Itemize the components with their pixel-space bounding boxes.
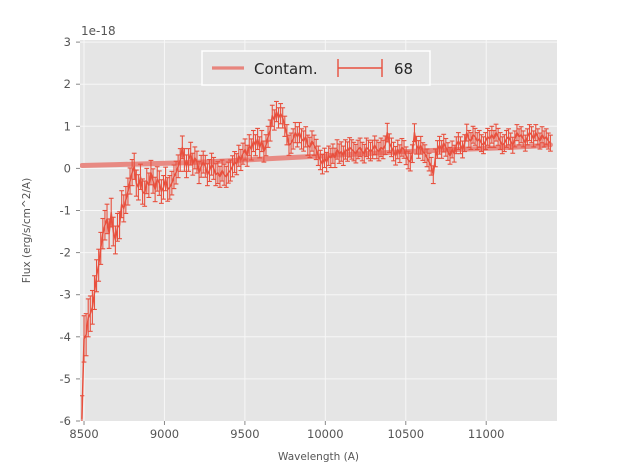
- flux-line: [81, 110, 551, 419]
- x-axis-label: Wavelength (A): [278, 451, 359, 463]
- x-tick-label: 8500: [69, 427, 98, 441]
- y-axis-label: Flux (erg/s/cm^2/A): [21, 178, 33, 283]
- y-tick-label: 0: [64, 161, 71, 175]
- legend-label-68: 68: [394, 60, 413, 78]
- y-tick-label: 3: [64, 35, 71, 49]
- legend: Contam. 68: [201, 50, 431, 86]
- y-tick-label: -2: [60, 246, 71, 260]
- axes-background: [80, 40, 557, 421]
- y-tick-label: 2: [64, 77, 71, 91]
- y-tick-label: 1: [64, 119, 71, 133]
- y-tick-label: -1: [60, 204, 71, 218]
- x-tick-label: 9500: [230, 427, 259, 441]
- x-tick-label: 10500: [387, 427, 424, 441]
- y-tick-label: -6: [60, 414, 71, 428]
- axis-ticks: [76, 41, 487, 425]
- x-tick-label: 10000: [307, 427, 344, 441]
- y-tick-label: -5: [60, 372, 71, 386]
- y-tick-label: -3: [60, 288, 71, 302]
- y-tick-labels: -6 -5 -4 -3 -2 -1 0 1 2 3: [60, 35, 71, 428]
- legend-label-contam: Contam.: [254, 60, 318, 78]
- x-tick-label: 9000: [150, 427, 179, 441]
- y-axis-offset-text: 1e-18: [81, 24, 116, 38]
- x-tick-label: 11000: [468, 427, 505, 441]
- x-tick-labels: 8500 9000 9500 10000 10500 11000: [69, 427, 504, 441]
- y-tick-label: -4: [60, 330, 71, 344]
- contamination-line: [80, 142, 553, 168]
